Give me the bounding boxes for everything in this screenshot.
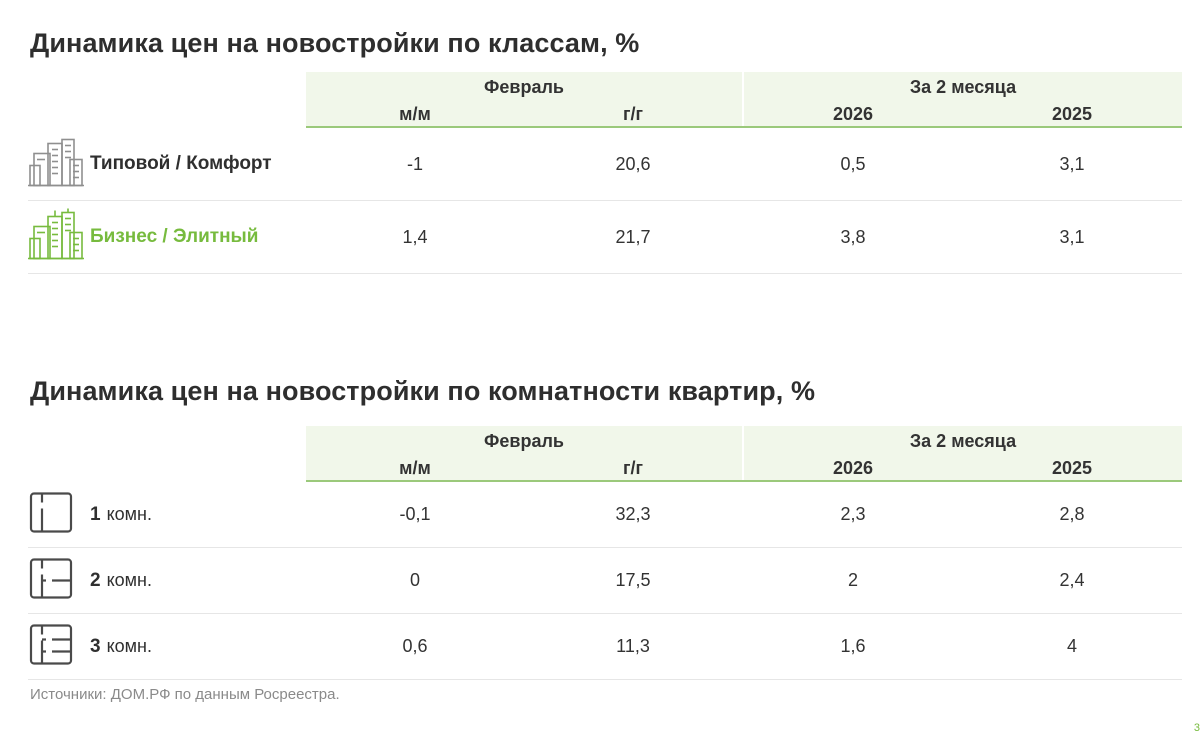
floorplan-3-room-icon (28, 622, 74, 671)
buildings-green-icon (28, 208, 84, 266)
floorplan-1-room-icon (28, 490, 74, 539)
page-number: 3 (1193, 722, 1200, 734)
cell-mm: -1 (406, 153, 423, 174)
header-two-months: За 2 месяца (909, 431, 1017, 451)
header-2025: 2025 (1051, 104, 1093, 124)
cell-2025: 3,1 (1059, 226, 1085, 247)
buildings-gray-icon (28, 136, 84, 193)
table-row: 3 комн. 0,6 11,3 1,6 4 (28, 614, 1182, 680)
room-count: 2 (90, 569, 101, 591)
cell-2025: 2,4 (1059, 570, 1085, 590)
cell-yy: 11,3 (616, 636, 650, 656)
header-yy: г/г (623, 104, 643, 124)
header-2026: 2026 (832, 104, 874, 124)
cell-2026: 0,5 (840, 153, 866, 174)
header-february: Февраль (484, 431, 564, 451)
cell-2025: 3,1 (1059, 153, 1085, 174)
header-mm: м/м (399, 458, 431, 478)
row-label: Типовой / Комфорт (90, 153, 272, 174)
cell-yy: 20,6 (615, 153, 651, 174)
room-unit: комн. (106, 636, 152, 656)
room-unit: комн. (106, 504, 152, 524)
floorplan-2-room-icon (28, 556, 74, 605)
table-row: Типовой / Комфорт -1 20,6 0,5 3,1 (28, 128, 1182, 201)
cell-yy: 32,3 (615, 504, 651, 524)
room-count: 1 (90, 503, 101, 525)
classes-title: Динамика цен на новостройки по классам, … (30, 28, 640, 58)
source-note: Источники: ДОМ.РФ по данным Росреестра. (30, 686, 340, 703)
header-2025: 2025 (1051, 458, 1093, 478)
header-mm: м/м (399, 104, 431, 124)
room-unit: комн. (106, 570, 152, 590)
cell-2025: 2,8 (1059, 504, 1085, 524)
rooms-title: Динамика цен на новостройки по комнатнос… (30, 376, 816, 406)
cell-2026: 2,3 (840, 504, 866, 524)
cell-2026: 1,6 (840, 636, 866, 656)
cell-mm: 1,4 (402, 226, 428, 247)
classes-table: Февраль За 2 месяца м/м г/г 2026 2025 Ти… (28, 72, 1182, 274)
header-yy: г/г (623, 458, 643, 478)
cell-2025: 4 (1066, 636, 1077, 656)
cell-yy: 17,5 (615, 570, 651, 590)
table-row: Бизнес / Элитный 1,4 21,7 3,8 3,1 (28, 201, 1182, 274)
room-count: 3 (90, 635, 101, 657)
cell-mm: 0 (409, 570, 420, 590)
table-row: 1 комн. -0,1 32,3 2,3 2,8 (28, 482, 1182, 548)
header-two-months: За 2 месяца (909, 77, 1017, 97)
cell-mm: -0,1 (399, 504, 431, 524)
cell-2026: 2 (847, 570, 858, 590)
row-label: Бизнес / Элитный (90, 226, 259, 247)
cell-mm: 0,6 (402, 636, 428, 656)
cell-2026: 3,8 (840, 226, 866, 247)
cell-yy: 21,7 (615, 226, 651, 247)
classes-table-header: Февраль За 2 месяца м/м г/г 2026 2025 (28, 72, 1182, 128)
table-row: 2 комн. 0 17,5 2 2,4 (28, 548, 1182, 614)
header-2026: 2026 (832, 458, 874, 478)
header-february: Февраль (484, 77, 564, 97)
rooms-table-header: Февраль За 2 месяца м/м г/г 2026 2025 (28, 426, 1182, 482)
